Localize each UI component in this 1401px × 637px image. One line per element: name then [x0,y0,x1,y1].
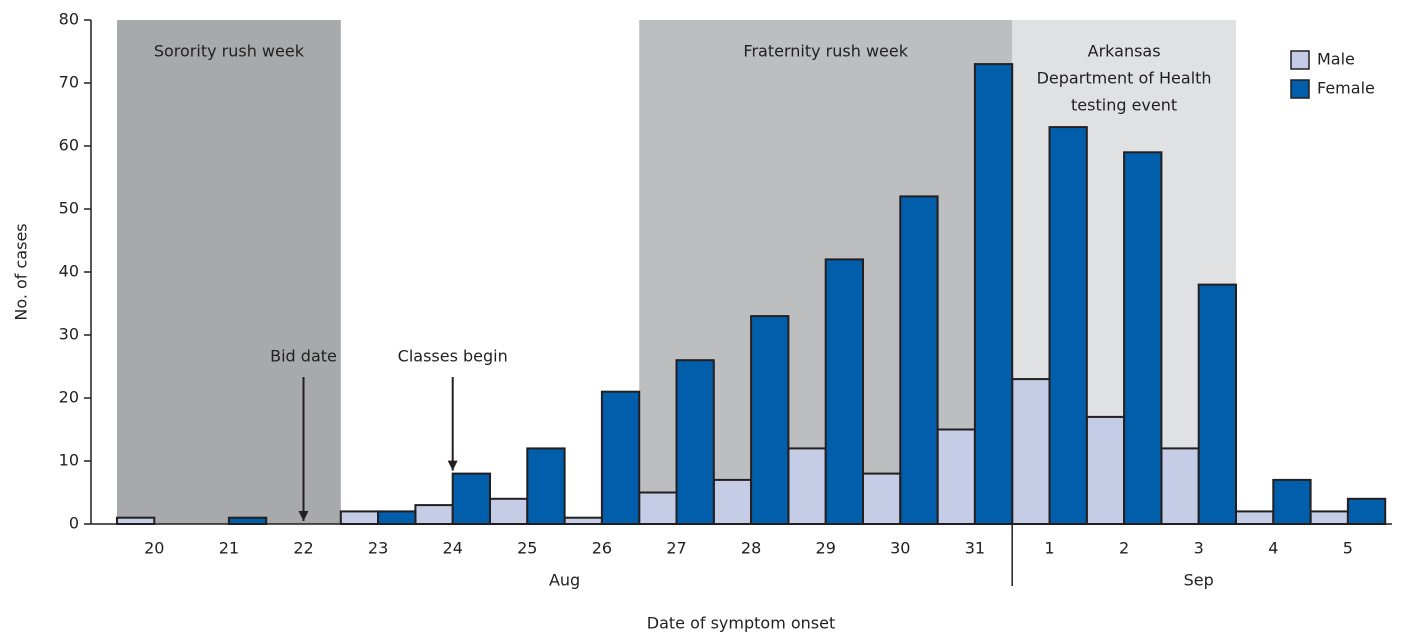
y-tick-label: 50 [59,199,79,218]
x-tick-label: 4 [1268,539,1278,558]
bar [526,447,566,525]
region-label: Fraternity rush week [743,42,908,61]
legend-label: Female [1317,79,1375,98]
bar [1048,126,1088,525]
bar [936,428,976,525]
y-tick-label: 20 [59,388,79,407]
y-tick-label: 70 [59,73,79,92]
bar [1197,283,1237,525]
bar [116,516,156,526]
bar [675,359,715,526]
x-tick-label: 28 [741,539,761,558]
bar [339,510,380,525]
y-tick-label: 0 [69,514,79,533]
y-axis-title: No. of cases [12,223,31,320]
bar [1123,151,1163,526]
bar [227,516,268,526]
bar [899,195,939,525]
x-tick-label: 22 [293,539,313,558]
bar [1235,510,1275,525]
bar [414,504,454,526]
x-tick-label: 29 [816,539,836,558]
region-label: Department of Health [1037,69,1212,88]
legend-swatch [1290,79,1310,99]
x-tick-label: 21 [219,539,239,558]
region-label: Arkansas [1088,42,1161,61]
x-tick-label: 25 [517,539,537,558]
bar [1309,510,1349,525]
bar [750,315,790,525]
y-tick-label: 60 [59,136,79,155]
legend-swatch [1290,50,1310,70]
x-tick-label: 31 [965,539,985,558]
legend-label: Male [1317,50,1355,69]
group-label: Sep [1184,571,1214,590]
bar [563,516,603,526]
bar [787,447,827,525]
bar [973,63,1014,525]
shaded-region [117,20,341,524]
y-tick-label: 10 [59,451,79,470]
x-tick-label: 24 [443,539,463,558]
x-tick-label: 3 [1194,539,1204,558]
y-tick-label: 30 [59,325,79,344]
region-label: testing event [1071,96,1177,115]
bar [1160,447,1200,525]
x-tick-label: 20 [144,539,164,558]
bar [451,472,492,526]
bar [1011,378,1051,525]
bar [489,497,529,525]
bar [1085,415,1126,525]
group-label: Aug [549,571,580,590]
x-tick-label: 26 [592,539,612,558]
bar [1346,497,1387,525]
bar [638,491,678,525]
y-tick-label: 40 [59,262,79,281]
region-label: Sorority rush week [154,42,305,61]
bar [712,478,753,525]
bar [1272,478,1312,525]
x-tick-label: 23 [368,539,388,558]
x-tick-label: 2 [1119,539,1129,558]
bar [862,472,902,526]
bar [600,390,641,526]
y-tick-label: 80 [59,10,79,29]
annotation-label: Bid date [270,347,337,366]
x-tick-label: 5 [1343,539,1353,558]
annotation-label: Classes begin [398,347,508,366]
x-tick-label: 27 [666,539,686,558]
x-tick-label: 1 [1044,539,1054,558]
bar [824,258,865,525]
bar [377,510,417,525]
x-axis-title: Date of symptom onset [647,614,836,633]
x-tick-label: 30 [890,539,910,558]
